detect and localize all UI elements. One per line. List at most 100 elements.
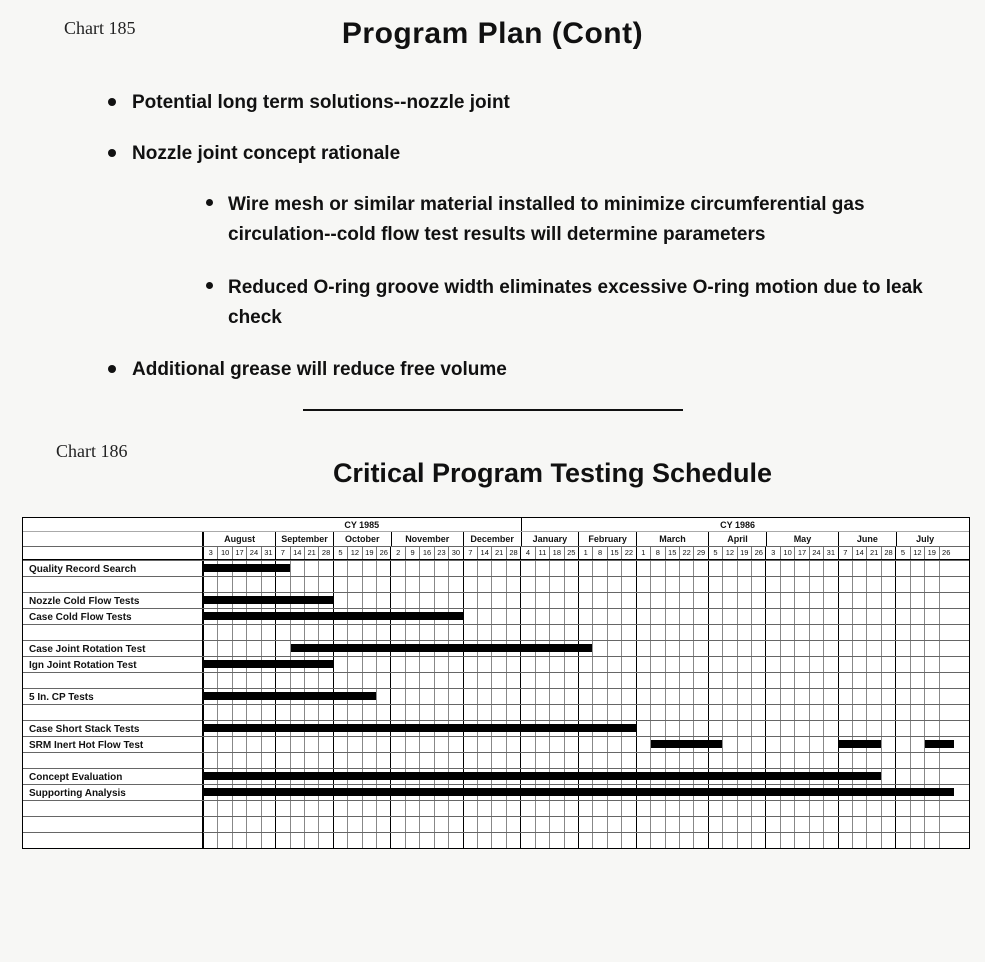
gantt-cell xyxy=(737,737,751,752)
gantt-cell xyxy=(722,561,736,576)
gantt-cell xyxy=(376,625,390,640)
gantt-cell xyxy=(491,689,505,704)
gantt-cell xyxy=(564,609,578,624)
gantt-cell xyxy=(592,609,606,624)
gantt-cell xyxy=(506,673,520,688)
gantt-cell xyxy=(549,641,563,656)
gantt-bar xyxy=(852,788,867,796)
gantt-cell xyxy=(217,609,231,624)
gantt-cell xyxy=(693,769,707,784)
gantt-cell xyxy=(434,689,448,704)
gantt-cell xyxy=(491,737,505,752)
gantt-row: Quality Record Search xyxy=(23,560,969,576)
gantt-day-header: 21 xyxy=(866,547,880,559)
gantt-cell xyxy=(535,609,549,624)
gantt-cell xyxy=(794,689,808,704)
gantt-bar xyxy=(578,788,593,796)
gantt-cell xyxy=(823,673,837,688)
gantt-row-label: Ign Joint Rotation Test xyxy=(23,657,203,672)
gantt-cell xyxy=(722,833,736,848)
gantt-cell xyxy=(520,705,534,720)
gantt-cell xyxy=(304,753,318,768)
gantt-cell xyxy=(910,625,924,640)
gantt-month-header: September xyxy=(275,532,333,546)
gantt-cell xyxy=(290,737,304,752)
gantt-cell xyxy=(852,593,866,608)
gantt-cell xyxy=(203,753,217,768)
gantt-day-header: 12 xyxy=(910,547,924,559)
gantt-cell xyxy=(261,801,275,816)
gantt-cell xyxy=(376,561,390,576)
gantt-bar xyxy=(333,724,348,732)
gantt-bar xyxy=(650,788,665,796)
gantt-cell xyxy=(203,833,217,848)
gantt-cell xyxy=(549,833,563,848)
sub-bullet-item: Wire mesh or similar material installed … xyxy=(206,190,936,249)
gantt-cell xyxy=(722,609,736,624)
gantt-cell xyxy=(333,833,347,848)
gantt-cell xyxy=(794,721,808,736)
gantt-cell xyxy=(261,657,275,672)
gantt-cell xyxy=(924,785,938,800)
gantt-cell xyxy=(318,753,332,768)
gantt-cell xyxy=(910,721,924,736)
gantt-cell xyxy=(564,769,578,784)
gantt-cell xyxy=(347,705,361,720)
gantt-cell xyxy=(737,785,751,800)
gantt-cell xyxy=(708,721,722,736)
gantt-cell xyxy=(722,753,736,768)
gantt-bar xyxy=(318,692,333,700)
gantt-cell xyxy=(592,593,606,608)
gantt-cell xyxy=(621,641,635,656)
gantt-cell xyxy=(693,801,707,816)
gantt-bar xyxy=(376,772,391,780)
gantt-bar xyxy=(362,612,377,620)
gantt-cell xyxy=(852,673,866,688)
gantt-cell xyxy=(463,577,477,592)
gantt-bar xyxy=(275,724,290,732)
gantt-cell xyxy=(578,769,592,784)
gantt-bar xyxy=(376,644,391,652)
gantt-cell xyxy=(592,673,606,688)
gantt-cell xyxy=(939,609,953,624)
gantt-cell xyxy=(376,689,390,704)
gantt-bar xyxy=(650,772,665,780)
gantt-cell xyxy=(852,561,866,576)
gantt-year-header: CY 1986 xyxy=(521,518,954,531)
gantt-cell xyxy=(549,785,563,800)
gantt-cell xyxy=(866,609,880,624)
gantt-cell xyxy=(780,577,794,592)
gantt-cell xyxy=(390,641,404,656)
gantt-cell xyxy=(924,721,938,736)
gantt-bar xyxy=(794,788,809,796)
gantt-cell xyxy=(780,673,794,688)
gantt-cell xyxy=(520,817,534,832)
gantt-cell xyxy=(390,609,404,624)
gantt-cell xyxy=(463,625,477,640)
gantt-cell xyxy=(246,561,260,576)
gantt-bar xyxy=(290,772,305,780)
gantt-row-label xyxy=(23,577,203,593)
gantt-bar xyxy=(390,788,405,796)
gantt-cell xyxy=(780,785,794,800)
gantt-cell xyxy=(246,609,260,624)
gantt-cell xyxy=(261,577,275,592)
gantt-bar xyxy=(679,772,694,780)
gantt-cell xyxy=(794,673,808,688)
gantt-cell xyxy=(809,561,823,576)
gantt-cell xyxy=(520,609,534,624)
gantt-bar xyxy=(304,788,319,796)
gantt-cell xyxy=(419,561,433,576)
gantt-bar xyxy=(217,596,232,604)
gantt-row: Case Joint Rotation Test xyxy=(23,640,969,656)
gantt-cell xyxy=(650,721,664,736)
gantt-bar xyxy=(925,740,939,748)
gantt-cell xyxy=(304,769,318,784)
gantt-cell xyxy=(881,657,895,672)
gantt-cell xyxy=(765,609,779,624)
gantt-cell xyxy=(592,561,606,576)
gantt-day-header: 28 xyxy=(506,547,520,559)
gantt-cell xyxy=(419,673,433,688)
gantt-cell xyxy=(924,577,938,592)
gantt-cell xyxy=(737,689,751,704)
